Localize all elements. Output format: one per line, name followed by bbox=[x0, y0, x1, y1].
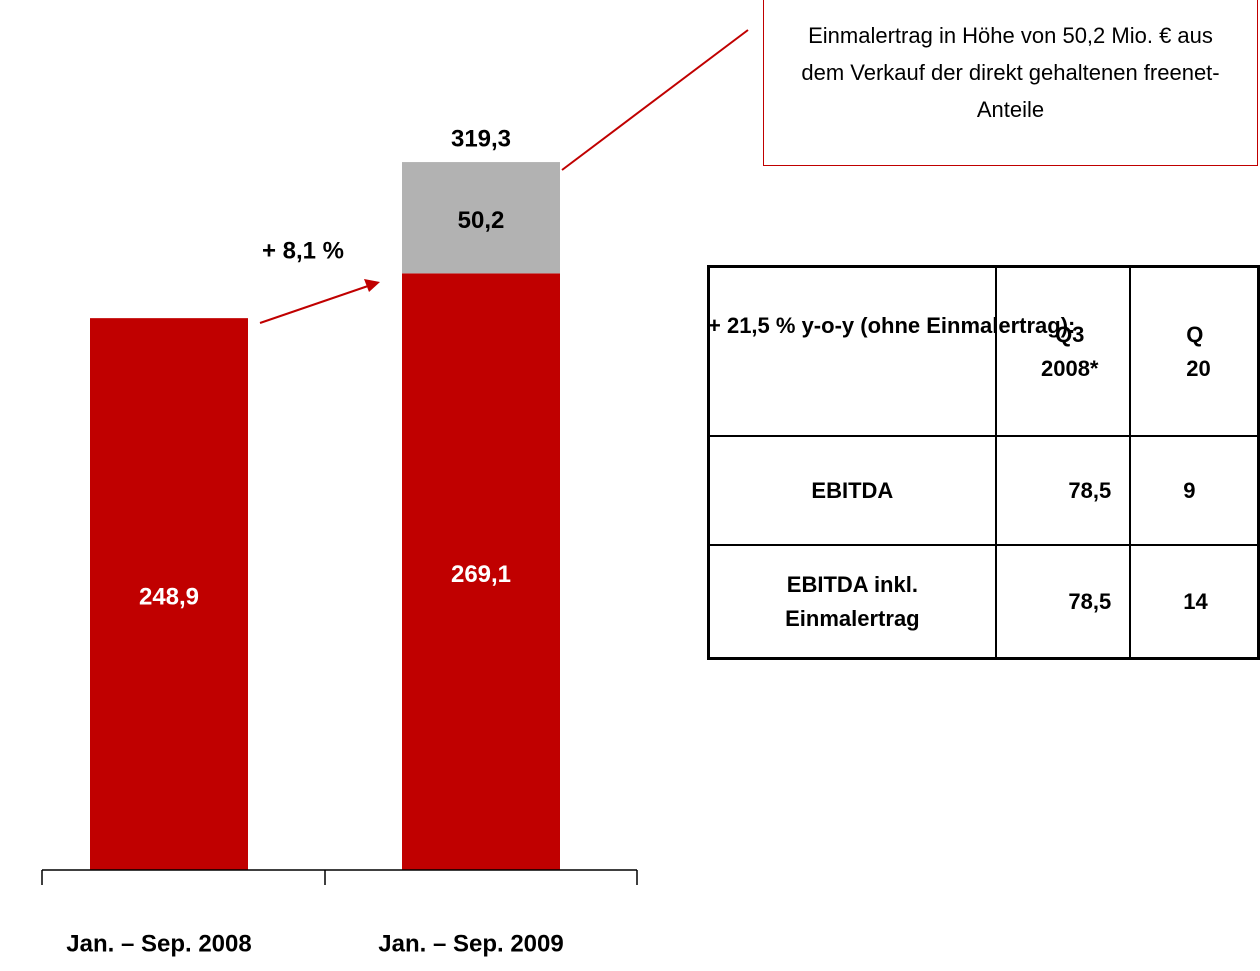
cell: 14 bbox=[1129, 544, 1260, 660]
cell-text: 9 bbox=[1183, 477, 1196, 503]
column-header: Q3 2008* bbox=[994, 265, 1132, 437]
column-header-text: Q3 2008* bbox=[1040, 321, 1099, 381]
bar-segment bbox=[402, 162, 560, 274]
row-label: EBITDA bbox=[707, 435, 997, 546]
value-label: 248,9 bbox=[139, 583, 199, 610]
column-header-text: Q 20 bbox=[1186, 321, 1211, 381]
row-label: EBITDA inkl. Einmalertrag bbox=[707, 544, 997, 660]
cell: 9 bbox=[1129, 435, 1260, 546]
callout-leader bbox=[561, 29, 749, 171]
total-label: 319,3 bbox=[451, 125, 511, 152]
cell-text: 78,5 bbox=[1068, 477, 1112, 503]
growth-arrowhead bbox=[364, 279, 380, 292]
callout-box: Einmalertrag in Höhe von 50,2 Mio. € aus… bbox=[763, 0, 1258, 166]
cell: 78,5 bbox=[994, 435, 1132, 546]
x-tick-label: Jan. – Sep. 2009 bbox=[378, 930, 563, 957]
growth-label: + 8,1 % bbox=[262, 237, 344, 264]
bar-segment bbox=[90, 318, 248, 870]
column-header: Q 20 bbox=[1129, 265, 1260, 437]
value-label: 269,1 bbox=[451, 561, 511, 588]
empty-cell bbox=[707, 265, 997, 437]
cell: 78,5 bbox=[994, 544, 1132, 660]
cell-text: 14 bbox=[1183, 588, 1208, 614]
x-tick-label: Jan. – Sep. 2008 bbox=[66, 930, 251, 957]
table: Q3 2008* Q 20 EBITDA 78,5 9 EBITDA inkl.… bbox=[707, 265, 1260, 660]
cell-text: 78,5 bbox=[1068, 588, 1112, 614]
row-label-text: EBITDA inkl. Einmalertrag bbox=[785, 571, 920, 631]
value-label: 50,2 bbox=[458, 207, 505, 234]
growth-arrow bbox=[259, 285, 369, 324]
bar-segment bbox=[402, 273, 560, 871]
